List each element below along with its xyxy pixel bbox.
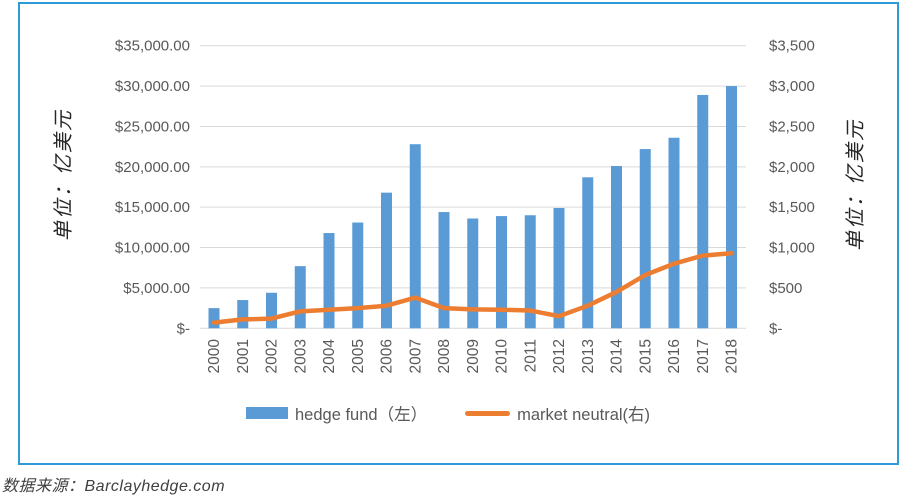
source-note: 数据来源：Barclayhedge.com (2, 478, 226, 495)
left-axis-tick: $25,000.00 (115, 118, 190, 135)
right-axis-tick: $1,500 (769, 199, 815, 216)
x-axis-label-2011: 2011 (522, 339, 539, 372)
x-axis-label-2010: 2010 (494, 339, 511, 374)
right-axis-tick: $500 (769, 280, 802, 297)
x-axis-label-2002: 2002 (264, 339, 281, 373)
right-axis-tick: $1,000 (769, 240, 815, 257)
x-axis-label-2015: 2015 (637, 339, 654, 373)
bar-2012 (553, 207, 565, 329)
x-axis-labels: 2000 2001 2002 2003 2004 2005 2006 2007 2008 2009… (206, 339, 741, 374)
bar-2015 (639, 149, 651, 329)
bar-2011 (524, 215, 536, 329)
x-axis-label-2005: 2005 (350, 339, 367, 373)
bar-2013 (582, 177, 594, 329)
left-axis-tick: $15,000.00 (115, 199, 190, 216)
right-axis-ticks: $3,500 $3,000 $2,500 $2,000 $1,500 $1,000 $500… (769, 38, 815, 338)
bar-2002 (266, 292, 277, 329)
x-axis-label-2017: 2017 (695, 339, 712, 373)
x-axis-label-2013: 2013 (580, 339, 597, 373)
left-axis-tick: $20,000.00 (115, 159, 190, 176)
left-axis-tick: $35,000.00 (115, 38, 190, 55)
left-axis-tick: $5,000.00 (123, 280, 190, 297)
line-series-market-neutral (211, 250, 734, 325)
bar-swatch-icon (246, 407, 288, 419)
bar-2000 (208, 308, 220, 329)
x-axis-label-2008: 2008 (436, 339, 453, 373)
bar-2016 (668, 137, 680, 329)
left-axis-ticks: $35,000.00 $30,000.00 $25,000.00 $20,000.00… (115, 38, 190, 338)
x-axis-label-2014: 2014 (609, 339, 626, 374)
right-axis-tick: $2,500 (769, 118, 815, 135)
x-axis-label-2001: 2001 (235, 339, 252, 373)
bar-2009 (467, 218, 479, 329)
bar-2003 (294, 266, 306, 329)
x-axis-label-2006: 2006 (379, 339, 396, 373)
left-axis-tick: $- (177, 320, 190, 337)
right-axis-tick: $3,000 (769, 78, 815, 95)
bar-2017 (697, 94, 709, 329)
gridlines (200, 45, 746, 329)
x-axis-label-2012: 2012 (551, 339, 568, 373)
x-axis-label-2000: 2000 (206, 339, 223, 374)
left-axis-title: 单位：亿美元 (53, 109, 75, 241)
bar-2014 (611, 166, 622, 329)
right-axis-tick: $2,000 (769, 159, 815, 176)
legend-item-market-neutral: market neutral(右) (465, 401, 650, 425)
bar-2007 (409, 144, 421, 329)
x-axis-label-2018: 2018 (724, 339, 741, 373)
right-axis-title: 单位：亿美元 (845, 119, 867, 251)
x-axis-label-2016: 2016 (666, 339, 683, 373)
bar-2018 (726, 86, 737, 329)
x-axis-label-2003: 2003 (292, 339, 309, 373)
bar-2004 (323, 233, 335, 329)
legend-label-market-neutral: market neutral(右) (517, 406, 651, 424)
bar-2001 (237, 300, 249, 329)
x-axis-label-2007: 2007 (407, 339, 424, 373)
chart-card (18, 2, 899, 465)
legend-item-hedge-fund: hedge fund（左） (246, 401, 427, 425)
bar-2008 (438, 212, 450, 329)
bar-2005 (352, 222, 364, 329)
x-axis-label-2004: 2004 (321, 339, 338, 374)
bar-2010 (496, 216, 507, 329)
left-axis-tick: $10,000.00 (115, 240, 190, 257)
right-axis-tick: $3,500 (769, 38, 815, 55)
x-axis-label-2009: 2009 (465, 339, 482, 373)
left-axis-tick: $30,000.00 (115, 78, 190, 95)
bar-2006 (381, 192, 392, 329)
bar-series-hedge-fund (208, 86, 737, 329)
line-swatch-icon (465, 410, 511, 416)
legend: hedge fund（左） market neutral(右) (246, 401, 650, 425)
right-axis-tick: $- (769, 320, 782, 337)
legend-label-hedge-fund: hedge fund（左） (295, 406, 428, 424)
